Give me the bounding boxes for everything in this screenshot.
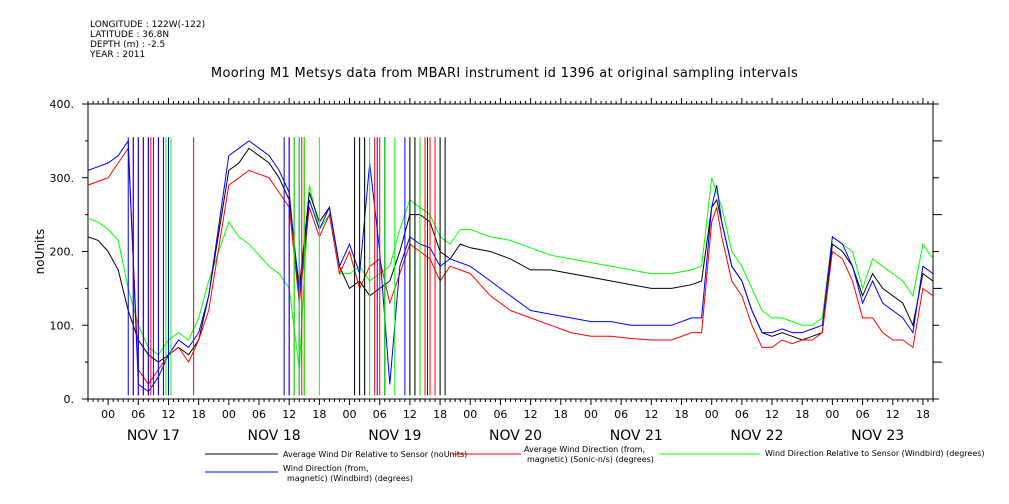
x-day-label: NOV 19 xyxy=(368,428,421,444)
legend-label: Average Wind Direction (from, xyxy=(524,445,645,454)
x-tick-label: 06 xyxy=(856,408,870,421)
y-axis-label: noUnits xyxy=(33,229,47,275)
x-tick-label: 06 xyxy=(735,408,749,421)
series-line xyxy=(87,139,934,393)
x-tick-label: 06 xyxy=(493,408,507,421)
x-tick-label: 12 xyxy=(524,408,538,421)
x-day-label: NOV 23 xyxy=(851,428,904,444)
series-line xyxy=(87,177,934,370)
metadata-block: LONGITUDE : 122W(-122) LATITUDE : 36.8N … xyxy=(90,20,205,60)
x-tick-label: 00 xyxy=(584,408,598,421)
longitude-label: LONGITUDE : 122W(-122) xyxy=(90,20,206,30)
y-tick-label: 300. xyxy=(50,172,75,185)
x-tick-label: 18 xyxy=(916,408,930,421)
y-tick-label: 100. xyxy=(50,319,75,332)
x-tick-label: 12 xyxy=(403,408,417,421)
x-tick-label: 00 xyxy=(343,408,357,421)
x-day-label: NOV 22 xyxy=(730,428,783,444)
year-label: YEAR : 2011 xyxy=(90,50,146,60)
x-tick-label: 06 xyxy=(131,408,145,421)
x-tick-label: 00 xyxy=(222,408,236,421)
x-tick-label: 18 xyxy=(795,408,809,421)
series-line xyxy=(87,146,934,386)
legend-label: magnetic) (Windbird) (degrees) xyxy=(287,474,413,483)
y-tick-label: 0. xyxy=(64,393,75,406)
x-tick-label: 00 xyxy=(825,408,839,421)
x-tick-label: 18 xyxy=(433,408,447,421)
x-tick-label: 06 xyxy=(373,408,387,421)
legend-label: Wind Direction Relative to Sensor (Windb… xyxy=(765,449,985,458)
x-tick-label: 06 xyxy=(252,408,266,421)
x-tick-label: 00 xyxy=(705,408,719,421)
latitude-label: LATITUDE : 36.8N xyxy=(90,30,170,40)
legend-label: magnetic) (Sonic-n/s) (degrees) xyxy=(527,455,654,464)
y-tick-label: 200. xyxy=(50,246,75,259)
x-tick-label: 00 xyxy=(463,408,477,421)
x-tick-label: 12 xyxy=(886,408,900,421)
x-day-label: NOV 21 xyxy=(610,428,663,444)
y-tick-label: 400. xyxy=(50,98,75,111)
depth-label: DEPTH (m) : -2.5 xyxy=(90,40,166,50)
chart-title: Mooring M1 Metsys data from MBARI instru… xyxy=(210,66,799,81)
x-tick-label: 12 xyxy=(765,408,779,421)
x-tick-label: 00 xyxy=(101,408,115,421)
x-tick-label: 12 xyxy=(282,408,296,421)
x-tick-label: 18 xyxy=(554,408,568,421)
x-day-label: NOV 20 xyxy=(489,428,542,444)
x-tick-label: 12 xyxy=(644,408,658,421)
legend-label: Average Wind Dir Relative to Sensor (noU… xyxy=(283,450,467,459)
x-tick-label: 06 xyxy=(614,408,628,421)
x-day-label: NOV 18 xyxy=(248,428,301,444)
x-tick-label: 12 xyxy=(161,408,175,421)
x-day-label: NOV 17 xyxy=(127,428,180,444)
legend-label: Wind Direction (from, xyxy=(283,464,369,473)
x-tick-label: 18 xyxy=(192,408,206,421)
x-tick-label: 18 xyxy=(312,408,326,421)
x-tick-label: 18 xyxy=(675,408,689,421)
